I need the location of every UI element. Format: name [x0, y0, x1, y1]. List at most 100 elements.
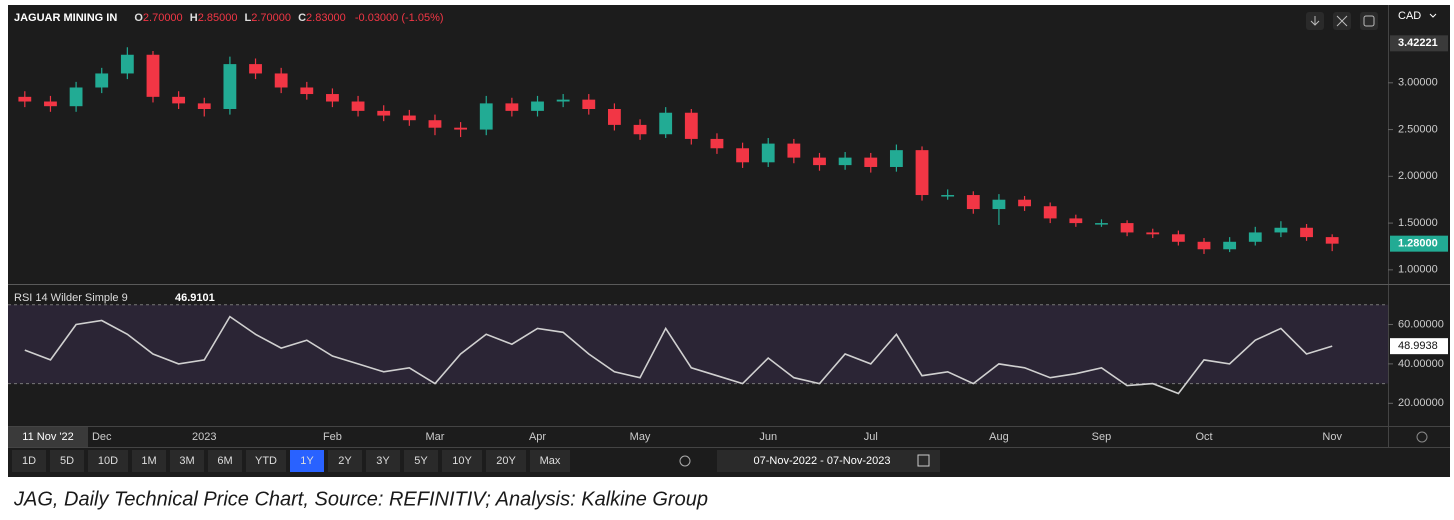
range-button-label: 10D: [98, 455, 118, 467]
x-tick-label: Sep: [1092, 431, 1112, 443]
candle-body: [377, 110, 391, 116]
range-button-label: Max: [540, 455, 561, 467]
legend-value: 2.83000: [306, 12, 346, 24]
y-tick-label: 2.00000: [1398, 170, 1438, 182]
candle-body: [941, 195, 955, 197]
reset-button[interactable]: [1360, 12, 1378, 30]
x-tick-label: Nov: [1322, 431, 1342, 443]
range-button[interactable]: [170, 450, 204, 472]
candle-body: [1248, 232, 1262, 242]
caption: JAG, Daily Technical Price Chart, Source…: [13, 488, 708, 510]
candle-body: [95, 73, 109, 88]
candle-body: [300, 87, 314, 95]
y-tick-label: 3.00000: [1398, 77, 1438, 89]
candle-body: [1223, 241, 1237, 250]
price-marker-label: 3.42221: [1398, 37, 1438, 49]
range-button[interactable]: [246, 450, 286, 472]
range-button-label: 5D: [60, 455, 74, 467]
reset-icon: [1363, 15, 1375, 27]
range-button-label: 1M: [141, 455, 156, 467]
x-tick-label: Apr: [529, 431, 546, 443]
date-range-box[interactable]: [717, 450, 940, 472]
y-tick-label: 1.00000: [1398, 264, 1438, 276]
candle-body: [1146, 232, 1160, 235]
legend-value: 2.85000: [198, 12, 238, 24]
rsi-y-tick-label: 40.00000: [1398, 358, 1444, 370]
candle-body: [864, 157, 878, 167]
currency[interactable]: CAD: [1398, 10, 1421, 22]
range-button[interactable]: [328, 450, 362, 472]
y-tick-label: 2.50000: [1398, 123, 1438, 135]
candle-body: [1043, 206, 1057, 219]
candle-body: [454, 127, 468, 130]
candle-body: [44, 101, 57, 107]
settings-icon: [1416, 431, 1428, 443]
candle-body: [1171, 234, 1185, 242]
range-settings-icon[interactable]: [679, 455, 691, 467]
price-marker: [1390, 235, 1448, 252]
range-button[interactable]: [208, 450, 242, 472]
instrument-name: JAGUAR MINING IN: [14, 12, 117, 24]
currency-caret: [1429, 13, 1437, 18]
candle-body: [556, 99, 570, 102]
candle-body: [1120, 223, 1134, 233]
range-button-label: 1Y: [300, 455, 314, 467]
price-marker: [1390, 35, 1448, 52]
candle-body: [813, 157, 826, 166]
candle-body: [608, 108, 621, 125]
candle-body: [659, 112, 673, 135]
rsi-header-value: 46.9101: [175, 292, 215, 304]
candle-body: [915, 150, 929, 196]
range-button[interactable]: [12, 450, 46, 472]
candle-body: [505, 103, 519, 111]
legend-key: L: [245, 12, 252, 24]
range-button[interactable]: [486, 450, 526, 472]
candle-body: [351, 101, 365, 111]
candle-body: [428, 120, 442, 128]
settings[interactable]: [679, 431, 1428, 467]
candle-body: [1018, 199, 1031, 207]
rsi-marker: [1390, 338, 1448, 355]
range-button[interactable]: [366, 450, 400, 472]
legend-key: O: [134, 12, 143, 24]
x-tick-label: Dec: [92, 431, 112, 443]
range-button[interactable]: [290, 450, 324, 472]
candle-body: [582, 99, 596, 109]
x-tick-label: May: [630, 431, 651, 443]
candle-body: [223, 64, 237, 109]
range-button[interactable]: [530, 450, 570, 472]
candle-body: [249, 64, 262, 74]
candle-body: [1325, 237, 1339, 244]
chart-controls: [1306, 12, 1378, 30]
candle-body: [402, 115, 416, 121]
range-button-label: 1D: [22, 455, 36, 467]
range-button[interactable]: [132, 450, 166, 472]
rsi-marker-label: 48.9938: [1398, 340, 1438, 352]
candle-body: [531, 101, 544, 111]
collapse-icon: [1336, 15, 1348, 27]
y-tick-label: 1.50000: [1398, 217, 1438, 229]
candle-body: [966, 195, 980, 210]
x-tick-label: Aug: [989, 431, 1009, 443]
candle-body: [146, 54, 160, 97]
candle-body: [838, 157, 852, 166]
range-button[interactable]: [50, 450, 84, 472]
legend-value: 2.70000: [143, 12, 183, 24]
x-tick-label: Feb: [323, 431, 342, 443]
start-label: 11 Nov '22: [22, 431, 73, 443]
candle-body: [18, 96, 32, 102]
range-button-label: 6M: [217, 455, 232, 467]
candle-body: [120, 54, 134, 74]
range-button[interactable]: [404, 450, 438, 472]
candle-body: [1069, 218, 1083, 224]
rsi-line: [24, 315, 1333, 395]
rsi-name: RSI 14 Wilder Simple 9: [14, 292, 128, 304]
range-button[interactable]: [442, 450, 482, 472]
range-button-label: 10Y: [452, 455, 472, 467]
rsi-y-tick-label: 20.00000: [1398, 397, 1444, 409]
rsi-band: [8, 304, 1388, 384]
candle-body: [172, 96, 186, 104]
range-button[interactable]: [88, 450, 128, 472]
